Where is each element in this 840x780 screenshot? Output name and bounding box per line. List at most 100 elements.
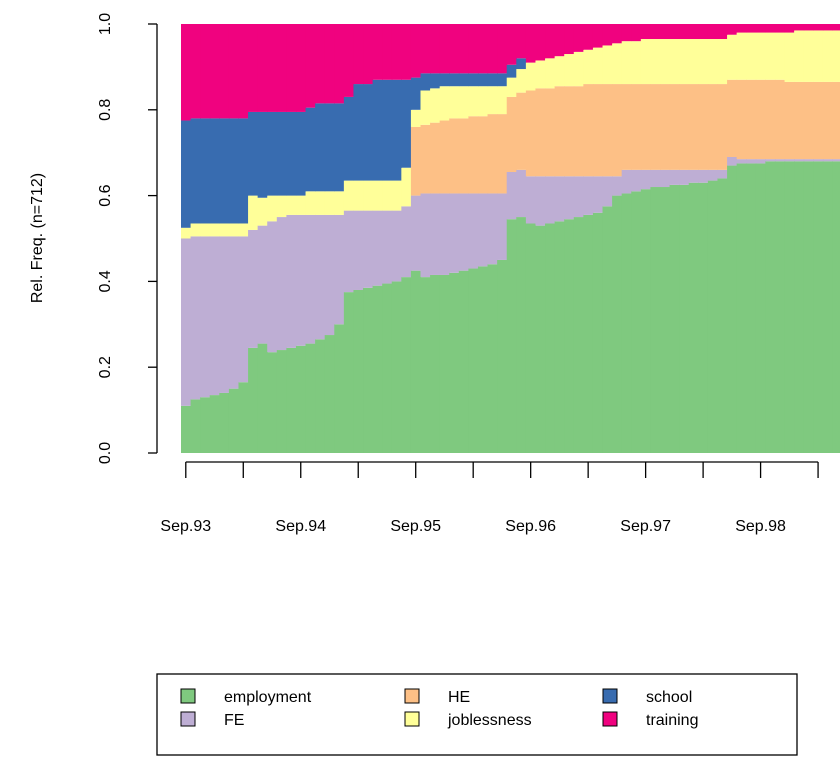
bar-segment — [554, 86, 565, 177]
legend-swatch — [180, 688, 196, 704]
bar-segment — [794, 161, 805, 453]
bar-segment — [698, 24, 709, 40]
bar-segment — [353, 210, 364, 290]
bar-segment — [631, 84, 642, 170]
legend-swatch — [404, 688, 420, 704]
bar-segment — [497, 114, 508, 194]
y-tick-label: 1.0 — [97, 13, 114, 35]
bar-segment — [736, 24, 747, 33]
bar-segment — [592, 84, 604, 177]
bar-segment — [209, 395, 220, 453]
bar-segment — [391, 180, 402, 211]
bar-segment — [621, 24, 632, 42]
bar-segment — [324, 214, 335, 336]
bar-segment — [401, 277, 412, 453]
bar-segment — [276, 111, 287, 196]
bar-segment — [727, 34, 738, 80]
bar-segment — [410, 109, 422, 127]
bar-segment — [573, 217, 584, 453]
bar-segment — [315, 191, 326, 215]
bar-segment — [315, 24, 326, 104]
bar-segment — [200, 236, 211, 398]
bar-segment — [727, 156, 738, 166]
bar-segment — [334, 214, 345, 325]
bar-segment — [257, 197, 268, 226]
bar-segment — [765, 24, 776, 33]
bar-segment — [477, 73, 489, 87]
bar-segment — [190, 399, 201, 453]
bar-segment — [746, 32, 757, 80]
bar-segment — [679, 84, 690, 170]
bar-segment — [803, 30, 814, 82]
bar-segment — [286, 195, 297, 215]
bar-segment — [449, 272, 460, 453]
bar-segment — [295, 214, 307, 346]
bar-segment — [506, 219, 517, 453]
bar-segment — [822, 81, 834, 160]
bar-segment — [209, 223, 220, 237]
y-tick-label: 0.4 — [97, 270, 114, 292]
x-tick-label: Sep.96 — [505, 518, 556, 535]
bar-segment — [295, 195, 307, 215]
bar-segment — [631, 169, 642, 192]
bar-segment — [573, 86, 584, 177]
bar-segment — [650, 187, 661, 453]
bar-segment — [257, 24, 268, 112]
bar-segment — [631, 24, 642, 42]
bar-segment — [420, 193, 431, 278]
bar-segment — [640, 84, 652, 170]
bar-segment — [181, 120, 192, 228]
bar-segment — [525, 62, 537, 91]
bar-segment — [181, 227, 192, 239]
bar-segment — [382, 24, 393, 80]
bar-segment — [200, 118, 211, 224]
bar-segment — [209, 118, 220, 224]
bar-segment — [822, 159, 834, 162]
bar-segment — [640, 169, 652, 190]
bar-segment — [372, 24, 383, 80]
bar-segment — [822, 161, 834, 453]
bar-segment — [343, 210, 355, 293]
bar-segment — [688, 39, 699, 85]
bar-segment — [228, 223, 240, 237]
bar-segment — [334, 191, 345, 215]
bar-segment — [621, 84, 632, 170]
bar-segment — [267, 221, 278, 353]
bar-segment — [822, 30, 834, 82]
bar-segment — [458, 193, 469, 271]
bar-segment — [774, 79, 786, 160]
bar-segment — [717, 178, 728, 453]
bar-segment — [439, 86, 450, 121]
bar-segment — [516, 58, 527, 70]
bar-segment — [286, 347, 297, 453]
bar-segment — [794, 24, 805, 31]
bar-segment — [717, 169, 728, 179]
bar-segment — [343, 292, 355, 453]
bar-segment — [679, 24, 690, 40]
bar-segment — [363, 24, 374, 85]
bar-segment — [774, 159, 786, 162]
bar-segment — [295, 24, 307, 112]
bar-segment — [545, 176, 556, 224]
bar-segment — [612, 24, 623, 44]
bar-segment — [382, 79, 393, 181]
bar-segment — [688, 182, 699, 454]
bar-segment — [449, 86, 460, 119]
bar-segment — [516, 69, 527, 93]
bar-segment — [813, 24, 824, 31]
bar-segment — [660, 39, 671, 85]
bar-segment — [631, 191, 642, 453]
bar-segment — [181, 405, 192, 453]
bar-segment — [832, 159, 840, 162]
bar-segment — [736, 79, 747, 160]
bar-segment — [564, 176, 575, 220]
bar-segment — [219, 118, 230, 224]
legend-swatch — [180, 711, 196, 727]
bar-segment — [372, 180, 383, 211]
bar-segment — [363, 180, 374, 211]
bar-segment — [746, 79, 757, 160]
bar-segment — [707, 24, 719, 40]
bar-segment — [765, 32, 776, 80]
bar-segment — [382, 180, 393, 211]
